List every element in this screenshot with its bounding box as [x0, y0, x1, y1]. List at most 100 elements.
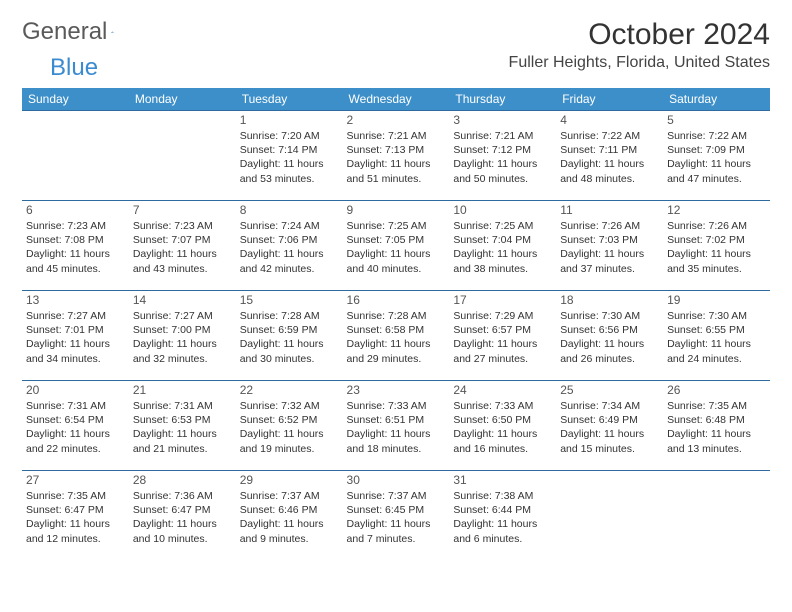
day-number: 11 [560, 203, 659, 217]
day-info: Sunrise: 7:38 AMSunset: 6:44 PMDaylight:… [453, 489, 552, 546]
weekday-header-row: SundayMondayTuesdayWednesdayThursdayFrid… [22, 88, 770, 111]
calendar-day-cell: 18 Sunrise: 7:30 AMSunset: 6:56 PMDayligh… [556, 291, 663, 381]
day-info: Sunrise: 7:34 AMSunset: 6:49 PMDaylight:… [560, 399, 659, 456]
logo-text-blue: Blue [50, 54, 98, 82]
calendar-table: SundayMondayTuesdayWednesdayThursdayFrid… [22, 88, 770, 561]
calendar-week-row: 13Sunrise: 7:27 AMSunset: 7:01 PMDayligh… [22, 291, 770, 381]
calendar-day-cell: 1Sunrise: 7:20 AMSunset: 7:14 PMDaylight… [236, 111, 343, 201]
day-number: 27 [26, 473, 125, 487]
day-number: 7 [133, 203, 232, 217]
weekday-header: Monday [129, 88, 236, 111]
day-number: 13 [26, 293, 125, 307]
calendar-day-cell: 9 Sunrise: 7:25 AMSunset: 7:05 PMDaylight… [343, 201, 450, 291]
day-number: 31 [453, 473, 552, 487]
day-info: Sunrise: 7:30 AMSunset: 6:55 PMDaylight:… [667, 309, 766, 366]
day-number: 24 [453, 383, 552, 397]
day-info: Sunrise: 7:26 AMSunset: 7:03 PMDaylight:… [560, 219, 659, 276]
month-title: October 2024 [509, 18, 770, 52]
day-number: 17 [453, 293, 552, 307]
calendar-day-cell: 2 Sunrise: 7:21 AMSunset: 7:13 PMDaylight… [343, 111, 450, 201]
day-number: 23 [347, 383, 446, 397]
calendar-day-cell: 8 Sunrise: 7:24 AMSunset: 7:06 PMDaylight… [236, 201, 343, 291]
calendar-empty-cell [129, 111, 236, 201]
calendar-day-cell: 25 Sunrise: 7:34 AMSunset: 6:49 PMDayligh… [556, 381, 663, 471]
calendar-day-cell: 7 Sunrise: 7:23 AMSunset: 7:07 PMDaylight… [129, 201, 236, 291]
location: Fuller Heights, Florida, United States [509, 54, 770, 72]
day-info: Sunrise: 7:25 AMSunset: 7:04 PMDaylight:… [453, 219, 552, 276]
weekday-header: Saturday [663, 88, 770, 111]
calendar-week-row: 27 Sunrise: 7:35 AMSunset: 6:47 PMDayligh… [22, 471, 770, 561]
calendar-day-cell: 12 Sunrise: 7:26 AMSunset: 7:02 PMDayligh… [663, 201, 770, 291]
logo-text-general: General [22, 18, 107, 46]
calendar-empty-cell [663, 471, 770, 561]
calendar-day-cell: 6 Sunrise: 7:23 AMSunset: 7:08 PMDaylight… [22, 201, 129, 291]
calendar-body: 1Sunrise: 7:20 AMSunset: 7:14 PMDaylight… [22, 111, 770, 561]
day-info: Sunrise: 7:31 AMSunset: 6:53 PMDaylight:… [133, 399, 232, 456]
day-number: 22 [240, 383, 339, 397]
day-number: 14 [133, 293, 232, 307]
calendar-empty-cell [556, 471, 663, 561]
calendar-day-cell: 4Sunrise: 7:22 AMSunset: 7:11 PMDaylight… [556, 111, 663, 201]
calendar-day-cell: 16Sunrise: 7:28 AMSunset: 6:58 PMDayligh… [343, 291, 450, 381]
day-info: Sunrise: 7:30 AMSunset: 6:56 PMDaylight:… [560, 309, 659, 366]
day-info: Sunrise: 7:25 AMSunset: 7:05 PMDaylight:… [347, 219, 446, 276]
day-number: 25 [560, 383, 659, 397]
day-number: 1 [240, 113, 339, 127]
day-number: 8 [240, 203, 339, 217]
calendar-day-cell: 19 Sunrise: 7:30 AMSunset: 6:55 PMDayligh… [663, 291, 770, 381]
weekday-header: Wednesday [343, 88, 450, 111]
day-number: 9 [347, 203, 446, 217]
calendar-day-cell: 24 Sunrise: 7:33 AMSunset: 6:50 PMDayligh… [449, 381, 556, 471]
calendar-day-cell: 20Sunrise: 7:31 AMSunset: 6:54 PMDayligh… [22, 381, 129, 471]
day-number: 28 [133, 473, 232, 487]
weekday-header: Thursday [449, 88, 556, 111]
calendar-day-cell: 28Sunrise: 7:36 AMSunset: 6:47 PMDayligh… [129, 471, 236, 561]
day-info: Sunrise: 7:37 AMSunset: 6:45 PMDaylight:… [347, 489, 446, 546]
calendar-day-cell: 15 Sunrise: 7:28 AMSunset: 6:59 PMDayligh… [236, 291, 343, 381]
day-number: 12 [667, 203, 766, 217]
day-number: 30 [347, 473, 446, 487]
day-info: Sunrise: 7:24 AMSunset: 7:06 PMDaylight:… [240, 219, 339, 276]
calendar-day-cell: 11 Sunrise: 7:26 AMSunset: 7:03 PMDayligh… [556, 201, 663, 291]
calendar-day-cell: 21 Sunrise: 7:31 AMSunset: 6:53 PMDayligh… [129, 381, 236, 471]
day-info: Sunrise: 7:35 AMSunset: 6:47 PMDaylight:… [26, 489, 125, 546]
calendar-empty-cell [22, 111, 129, 201]
day-info: Sunrise: 7:29 AMSunset: 6:57 PMDaylight:… [453, 309, 552, 366]
day-number: 29 [240, 473, 339, 487]
day-number: 21 [133, 383, 232, 397]
day-info: Sunrise: 7:23 AMSunset: 7:08 PMDaylight:… [26, 219, 125, 276]
logo-sail-icon [111, 25, 114, 39]
day-number: 6 [26, 203, 125, 217]
day-info: Sunrise: 7:23 AMSunset: 7:07 PMDaylight:… [133, 219, 232, 276]
day-number: 26 [667, 383, 766, 397]
calendar-week-row: 20Sunrise: 7:31 AMSunset: 6:54 PMDayligh… [22, 381, 770, 471]
day-info: Sunrise: 7:21 AMSunset: 7:13 PMDaylight:… [347, 129, 446, 186]
calendar-day-cell: 14Sunrise: 7:27 AMSunset: 7:00 PMDayligh… [129, 291, 236, 381]
day-info: Sunrise: 7:32 AMSunset: 6:52 PMDaylight:… [240, 399, 339, 456]
calendar-day-cell: 22 Sunrise: 7:32 AMSunset: 6:52 PMDayligh… [236, 381, 343, 471]
logo: General [22, 18, 133, 46]
weekday-header: Tuesday [236, 88, 343, 111]
day-info: Sunrise: 7:33 AMSunset: 6:51 PMDaylight:… [347, 399, 446, 456]
calendar-week-row: 1Sunrise: 7:20 AMSunset: 7:14 PMDaylight… [22, 111, 770, 201]
calendar-day-cell: 10 Sunrise: 7:25 AMSunset: 7:04 PMDayligh… [449, 201, 556, 291]
day-number: 19 [667, 293, 766, 307]
day-info: Sunrise: 7:28 AMSunset: 6:59 PMDaylight:… [240, 309, 339, 366]
calendar-day-cell: 5Sunrise: 7:22 AMSunset: 7:09 PMDaylight… [663, 111, 770, 201]
day-number: 10 [453, 203, 552, 217]
calendar-day-cell: 17 Sunrise: 7:29 AMSunset: 6:57 PMDayligh… [449, 291, 556, 381]
calendar-day-cell: 23 Sunrise: 7:33 AMSunset: 6:51 PMDayligh… [343, 381, 450, 471]
calendar-day-cell: 27 Sunrise: 7:35 AMSunset: 6:47 PMDayligh… [22, 471, 129, 561]
weekday-header: Friday [556, 88, 663, 111]
day-info: Sunrise: 7:26 AMSunset: 7:02 PMDaylight:… [667, 219, 766, 276]
calendar-day-cell: 26 Sunrise: 7:35 AMSunset: 6:48 PMDayligh… [663, 381, 770, 471]
day-info: Sunrise: 7:33 AMSunset: 6:50 PMDaylight:… [453, 399, 552, 456]
day-info: Sunrise: 7:22 AMSunset: 7:09 PMDaylight:… [667, 129, 766, 186]
weekday-header: Sunday [22, 88, 129, 111]
day-number: 15 [240, 293, 339, 307]
day-number: 20 [26, 383, 125, 397]
day-info: Sunrise: 7:28 AMSunset: 6:58 PMDaylight:… [347, 309, 446, 366]
day-number: 2 [347, 113, 446, 127]
day-number: 18 [560, 293, 659, 307]
day-info: Sunrise: 7:35 AMSunset: 6:48 PMDaylight:… [667, 399, 766, 456]
